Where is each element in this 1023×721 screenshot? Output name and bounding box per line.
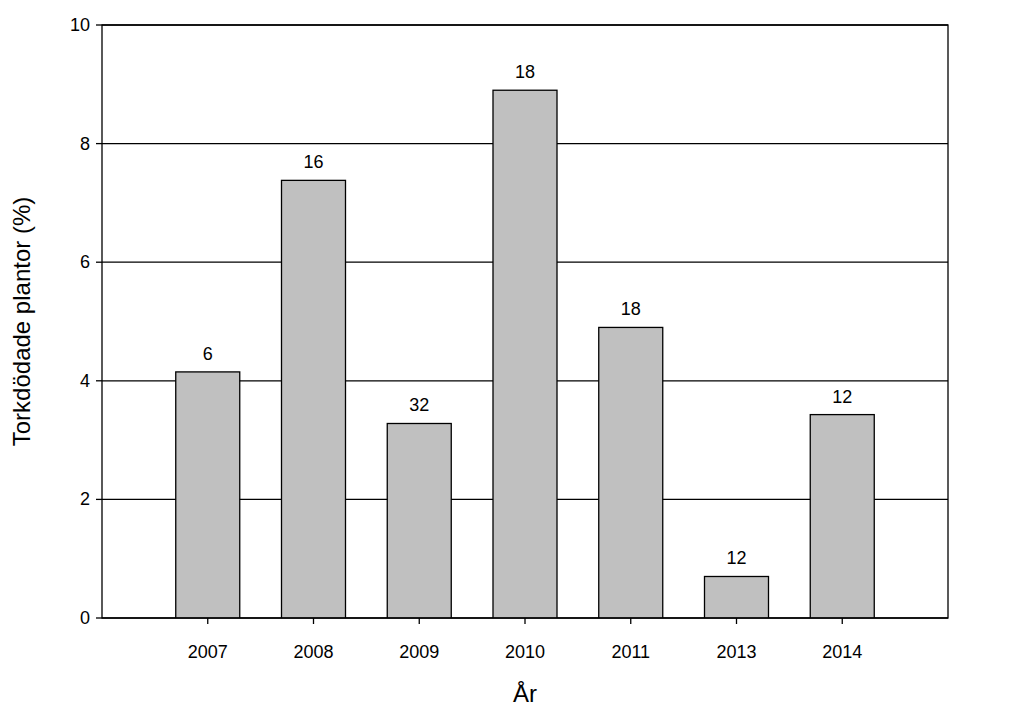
x-tick-label: 2011 — [611, 642, 650, 662]
bar — [282, 180, 346, 618]
x-tick-label: 2007 — [188, 642, 228, 662]
y-tick-label: 10 — [70, 15, 90, 35]
bar — [599, 327, 663, 618]
y-tick — [96, 24, 102, 25]
x-tick-label: 2013 — [716, 642, 756, 662]
chart: 0 2 4 6 8 10 6 16 32 18 18 12 12 2007 2008 2009 2010 2011… — [0, 0, 1023, 721]
x-tick — [524, 618, 525, 624]
bar — [176, 372, 240, 618]
bar — [493, 90, 557, 618]
bar-annotation: 18 — [621, 299, 641, 319]
y-axis-title: Torkdödade plantor (%) — [8, 197, 35, 446]
y-tick — [96, 499, 102, 500]
x-tick — [313, 618, 314, 624]
bar — [705, 576, 769, 618]
y-tick — [96, 617, 102, 618]
x-tick-label: 2010 — [505, 642, 545, 662]
plot-frame — [102, 25, 948, 618]
bars — [176, 90, 875, 618]
bar-annotation: 12 — [726, 548, 746, 568]
bar-annotation: 16 — [303, 152, 323, 172]
y-tick — [96, 262, 102, 263]
bar-annotation: 6 — [203, 344, 213, 364]
y-tick-label: 4 — [80, 371, 90, 391]
y-tick-label: 6 — [80, 252, 90, 272]
y-tick — [96, 143, 102, 144]
x-tick-label: 2008 — [293, 642, 333, 662]
x-tick — [419, 618, 420, 624]
y-tick-label: 8 — [80, 134, 90, 154]
x-tick — [207, 618, 208, 624]
bar — [810, 415, 874, 618]
x-tick-label: 2014 — [822, 642, 862, 662]
x-axis-title: År — [513, 680, 537, 707]
x-tick — [736, 618, 737, 624]
x-tick-label: 2009 — [399, 642, 439, 662]
y-tick-label: 0 — [80, 608, 90, 628]
bar — [387, 423, 451, 618]
bar-annotation: 32 — [409, 395, 429, 415]
x-tick — [842, 618, 843, 624]
bar-annotation: 18 — [515, 62, 535, 82]
bar-annotation: 12 — [832, 387, 852, 407]
y-tick-label: 2 — [80, 489, 90, 509]
y-tick — [96, 380, 102, 381]
x-tick — [630, 618, 631, 624]
